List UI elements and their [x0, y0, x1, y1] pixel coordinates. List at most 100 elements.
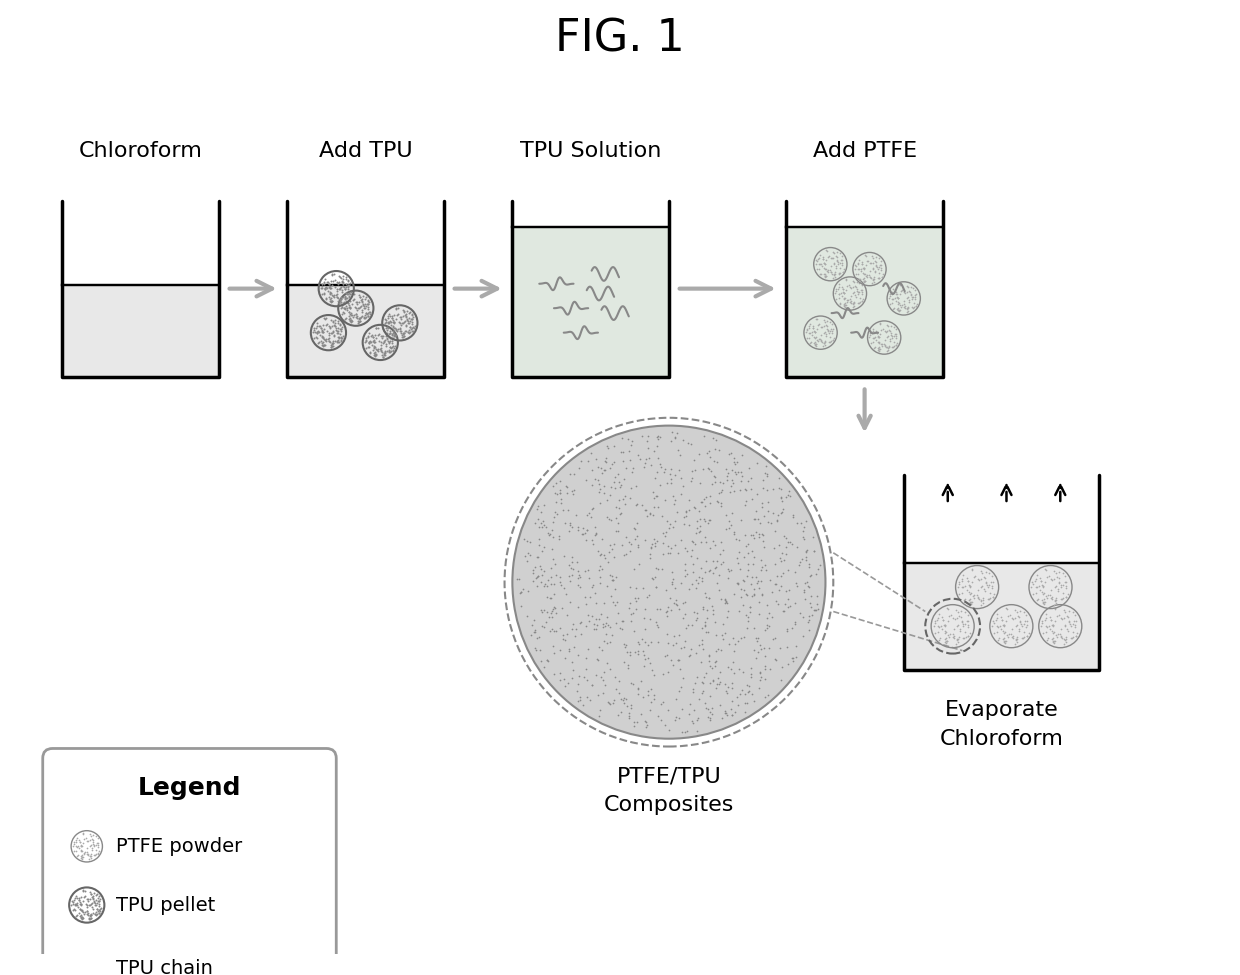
Point — [66, 908, 86, 923]
Point — [378, 315, 398, 331]
Point — [657, 647, 677, 663]
Point — [672, 680, 692, 695]
Point — [997, 601, 1017, 616]
Point — [635, 647, 655, 663]
Point — [81, 828, 100, 843]
Point — [724, 454, 744, 470]
Point — [624, 520, 644, 535]
Point — [687, 610, 707, 626]
Point — [89, 902, 109, 917]
Point — [994, 617, 1014, 633]
Point — [537, 590, 557, 605]
Point — [627, 645, 647, 661]
Point — [756, 598, 776, 613]
Point — [87, 886, 107, 902]
Point — [725, 636, 745, 651]
Point — [324, 266, 343, 282]
Point — [613, 692, 632, 708]
Point — [642, 569, 662, 585]
Point — [351, 298, 371, 314]
Point — [665, 712, 684, 727]
Point — [584, 520, 604, 535]
Point — [872, 253, 892, 268]
Point — [866, 263, 885, 279]
Point — [873, 266, 893, 282]
Point — [366, 339, 386, 355]
Point — [835, 285, 854, 300]
Point — [1035, 612, 1055, 628]
Point — [898, 280, 918, 295]
Point — [327, 291, 347, 306]
Point — [800, 326, 820, 341]
Point — [899, 283, 919, 298]
Point — [808, 333, 828, 349]
Point — [315, 311, 335, 327]
Point — [693, 602, 713, 617]
Point — [1052, 579, 1071, 595]
Point — [570, 569, 590, 585]
Point — [387, 324, 407, 339]
Point — [852, 277, 872, 292]
Point — [1047, 627, 1066, 643]
Point — [712, 592, 732, 607]
Point — [723, 462, 743, 478]
Point — [1029, 579, 1049, 595]
Point — [381, 343, 401, 359]
Point — [1037, 606, 1056, 622]
Point — [810, 248, 830, 263]
Point — [785, 596, 805, 611]
Point — [792, 609, 812, 625]
Point — [813, 312, 833, 328]
Point — [983, 613, 1003, 629]
Point — [925, 625, 945, 641]
FancyBboxPatch shape — [42, 749, 336, 975]
Point — [532, 520, 552, 535]
Point — [662, 520, 682, 535]
Point — [894, 292, 914, 308]
Point — [740, 669, 760, 684]
Point — [976, 574, 996, 590]
Point — [331, 297, 351, 313]
Point — [388, 306, 408, 322]
Point — [570, 692, 590, 708]
Point — [556, 632, 575, 647]
Point — [944, 629, 963, 644]
Point — [1025, 573, 1045, 589]
Point — [348, 315, 368, 331]
Point — [87, 887, 107, 903]
Point — [331, 291, 351, 306]
Point — [773, 566, 792, 581]
Point — [391, 324, 410, 339]
Text: Evaporate: Evaporate — [945, 700, 1059, 720]
Point — [1055, 574, 1075, 590]
Point — [817, 321, 837, 336]
Point — [704, 468, 724, 484]
Point — [722, 505, 742, 521]
Point — [316, 310, 336, 326]
Point — [782, 650, 802, 666]
Point — [743, 589, 763, 604]
Point — [1011, 614, 1030, 630]
Point — [759, 605, 779, 621]
Point — [596, 492, 616, 508]
Point — [671, 487, 691, 502]
Point — [1006, 610, 1025, 626]
Point — [852, 293, 872, 309]
Point — [384, 320, 404, 335]
Point — [314, 310, 334, 326]
Point — [610, 479, 630, 494]
Point — [402, 314, 422, 330]
Point — [625, 522, 645, 537]
Point — [677, 543, 697, 559]
Point — [332, 319, 352, 334]
Point — [952, 614, 972, 630]
Point — [811, 327, 831, 342]
Point — [317, 316, 337, 332]
Point — [377, 343, 397, 359]
Point — [365, 344, 384, 360]
Point — [315, 332, 335, 347]
Point — [590, 558, 610, 573]
Point — [812, 319, 832, 334]
Point — [399, 315, 419, 331]
Point — [572, 526, 591, 542]
